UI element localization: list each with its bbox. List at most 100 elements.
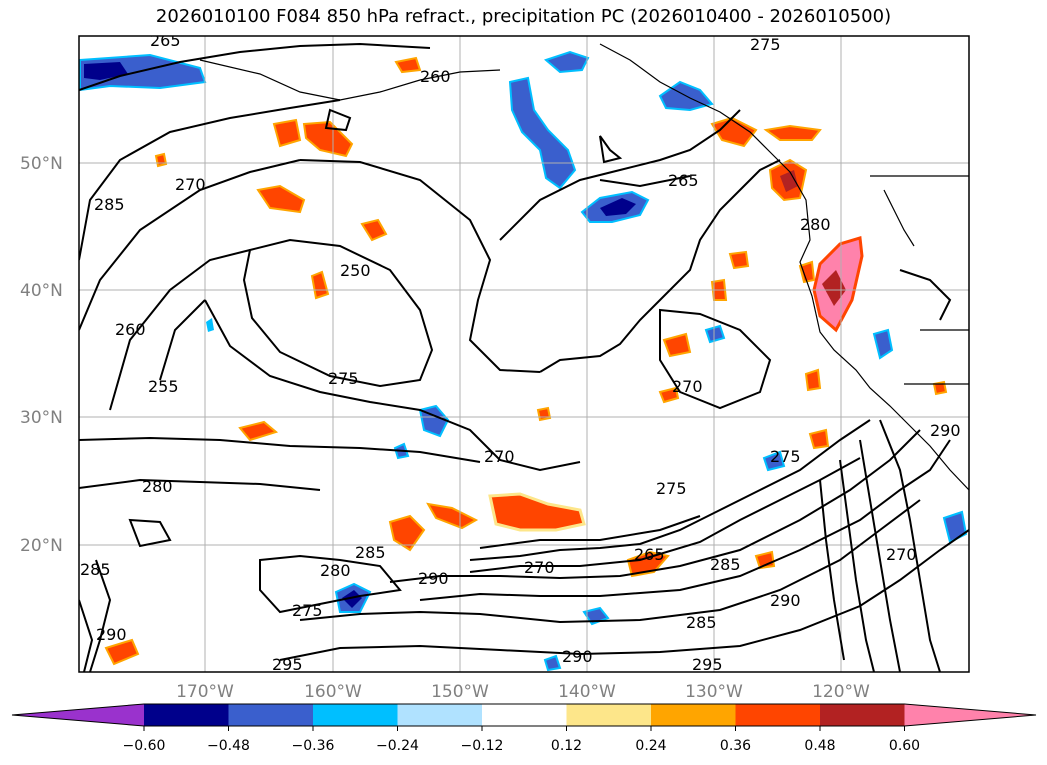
- contour-label: 275: [328, 369, 359, 388]
- contour-label: 270: [484, 447, 515, 466]
- contour-label: 275: [656, 479, 687, 498]
- colorbar-segment: [397, 704, 482, 726]
- colorbar-segment: [482, 704, 567, 726]
- precip-patch: [762, 450, 786, 472]
- precip-patch: [536, 406, 552, 422]
- precip-patch: [932, 380, 948, 396]
- colorbar-segment: [313, 704, 398, 726]
- contour-label: 270: [886, 545, 917, 564]
- contour-label: 295: [272, 655, 303, 674]
- colorbar-segment: [566, 704, 651, 726]
- chart-title: 2026010100 F084 850 hPa refract., precip…: [155, 6, 892, 27]
- contour-label: 265: [668, 171, 699, 190]
- contour-label: 265: [150, 31, 181, 50]
- map-frame: [78, 35, 970, 673]
- contour-label: 255: [148, 377, 179, 396]
- contour-label: 295: [692, 655, 723, 674]
- precip-patch: [388, 514, 426, 552]
- colorbar-segment: [651, 704, 736, 726]
- precip-patch: [84, 62, 128, 80]
- precip-patch: [508, 76, 577, 190]
- contour-label: 280: [142, 477, 173, 496]
- contour-label: 285: [686, 613, 717, 632]
- contour-label: 250: [340, 261, 371, 280]
- precip-patch: [798, 260, 816, 284]
- contour-label: 290: [930, 421, 961, 440]
- precip-patch: [104, 638, 140, 666]
- refractivity-contours: [79, 42, 969, 672]
- colorbar: −0.60 −0.48 −0.36 −0.24 −0.12 0.12 0.24 …: [11, 703, 1037, 754]
- precip-patch: [728, 250, 750, 270]
- lon-label: 170°W: [176, 682, 234, 702]
- contour-label: 280: [800, 215, 831, 234]
- precip-patch: [822, 270, 846, 306]
- contour-label: 270: [672, 377, 703, 396]
- contour-label: 290: [96, 625, 127, 644]
- contour-label: 265: [634, 545, 665, 564]
- precip-patch: [543, 654, 562, 672]
- contour-label: 270: [524, 558, 555, 577]
- colorbar-tick-label: 0.36: [720, 738, 751, 754]
- lon-label: 160°W: [304, 682, 362, 702]
- contour-label: 290: [770, 591, 801, 610]
- lon-label: 140°W: [558, 682, 616, 702]
- contour-label: 290: [562, 647, 593, 666]
- contour-label: 290: [418, 569, 449, 588]
- precip-patch: [662, 332, 692, 358]
- precip-patch: [426, 502, 479, 530]
- colorbar-tick-label: 0.48: [804, 738, 835, 754]
- contour-labels: 265 260 275 270 250 260 255 265 270 270 …: [80, 31, 961, 674]
- precip-patch: [544, 50, 590, 74]
- precip-patch: [342, 590, 362, 608]
- lat-label: 20°N: [20, 536, 63, 556]
- map-content: 265 260 275 270 250 260 255 265 270 270 …: [79, 31, 969, 674]
- contour-label: 275: [770, 447, 801, 466]
- lat-label: 50°N: [20, 154, 63, 174]
- contour-label: 285: [94, 195, 125, 214]
- colorbar-tick-label: 0.60: [889, 738, 920, 754]
- precip-patch: [808, 428, 830, 450]
- colorbar-tick-label: 0.12: [551, 738, 582, 754]
- precip-patch: [154, 152, 168, 168]
- coastlines: [199, 43, 969, 491]
- colorbar-tick-label: −0.36: [292, 738, 335, 754]
- precip-patch: [238, 420, 279, 442]
- precip-patch: [658, 386, 680, 404]
- precip-patch: [704, 324, 726, 344]
- colorbar-tick-label: −0.48: [207, 738, 250, 754]
- longitude-labels: 170°W 160°W 150°W 140°W 130°W 120°W: [176, 682, 870, 702]
- lat-label: 40°N: [20, 281, 63, 301]
- colorbar-tick-label: −0.12: [461, 738, 504, 754]
- contour-label: 285: [355, 543, 386, 562]
- precip-patch: [302, 120, 354, 158]
- colorbar-extend-low: [12, 704, 144, 726]
- lon-label: 130°W: [685, 682, 743, 702]
- contour-label: 275: [292, 601, 323, 620]
- precip-patch: [360, 218, 388, 242]
- colorbar-tick-label: 0.24: [635, 738, 666, 754]
- colorbar-segment: [144, 704, 229, 726]
- precip-patch: [256, 184, 306, 214]
- precip-patch: [206, 318, 214, 332]
- precip-patch: [710, 116, 758, 148]
- lon-label: 150°W: [431, 682, 489, 702]
- precip-patch: [942, 510, 968, 544]
- colorbar-segment: [820, 704, 905, 726]
- contour-label: 280: [320, 561, 351, 580]
- precip-patch: [488, 492, 586, 532]
- colorbar-tick-marks: [143, 726, 905, 731]
- precip-patch: [394, 56, 422, 74]
- lon-label: 120°W: [812, 682, 870, 702]
- colorbar-segment: [228, 704, 313, 726]
- colorbar-segment: [735, 704, 820, 726]
- precip-patch: [763, 124, 822, 141]
- colorbar-tick-label: −0.60: [123, 738, 166, 754]
- precip-patch: [872, 328, 894, 360]
- precip-patch: [272, 118, 302, 148]
- contour-label: 285: [710, 555, 741, 574]
- colorbar-extend-high: [904, 704, 1036, 726]
- contour-label: 285: [80, 560, 111, 579]
- contour-label: 260: [420, 67, 451, 86]
- latitude-labels: 50°N 40°N 30°N 20°N: [20, 154, 63, 556]
